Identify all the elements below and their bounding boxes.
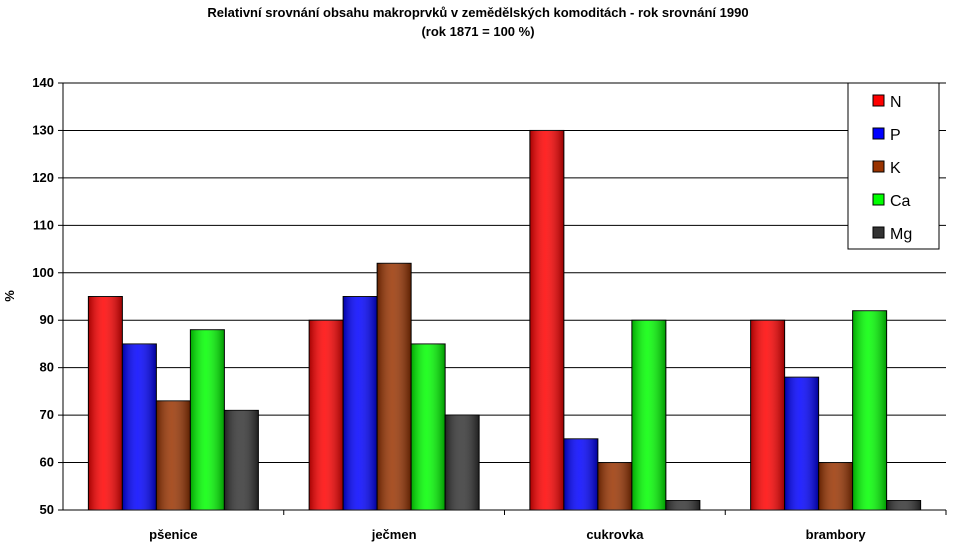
bar-shading: [122, 343, 157, 510]
legend-label-mg: Mg: [890, 226, 912, 243]
y-tick-label: 60: [40, 455, 54, 470]
x-tick-label: pšenice: [149, 527, 197, 542]
legend: NPK Ca Mg: [847, 82, 940, 250]
bar-shading: [343, 296, 378, 510]
bar-shading: [190, 329, 225, 510]
bar-shading: [818, 462, 853, 510]
chart-subtitle: (rok 1871 = 100 %): [421, 24, 535, 39]
y-tick-label: 90: [40, 312, 54, 327]
y-axis-label: %: [2, 290, 17, 302]
bar-shading: [665, 500, 700, 510]
legend-label-ca: Ca: [890, 193, 911, 210]
axis-labels: 50 60 70 80 90 100 110 120 130 140 pšenice ječmen cu…: [32, 75, 866, 542]
legend-swatch-p: [872, 127, 885, 140]
y-tick-label: 110: [33, 217, 54, 232]
legend-swatch-ca: [872, 193, 885, 206]
x-tick-label: ječmen: [371, 527, 417, 542]
y-tick-label: 120: [32, 170, 54, 185]
y-tick-label: 140: [32, 75, 54, 90]
y-tick-label: 100: [32, 265, 54, 280]
bars: [87, 129, 922, 511]
legend-label-n: N: [890, 94, 902, 111]
legend-box: [847, 82, 940, 250]
bar-shading: [886, 500, 921, 510]
bar-shading: [597, 462, 632, 510]
legend-swatch-mg: [872, 226, 885, 239]
chart-title: Relativní srovnání obsahu makroprvků v z…: [207, 5, 749, 20]
bar-shading: [852, 310, 887, 510]
x-tick-label: brambory: [806, 527, 867, 542]
bar-shading: [750, 320, 785, 510]
legend-label-p: P: [890, 127, 901, 144]
legend-label-k: K: [890, 160, 901, 177]
bar-shading: [563, 438, 598, 510]
bar-shading: [377, 263, 412, 510]
bar-shading: [529, 130, 564, 510]
y-tick-label: 70: [40, 407, 54, 422]
y-tick-label: 50: [40, 502, 54, 517]
y-tick-label: 80: [40, 360, 54, 375]
x-tick-label: cukrovka: [586, 527, 644, 542]
bar-shading: [156, 400, 191, 510]
bar-shading: [224, 410, 259, 510]
y-tick-label: 130: [32, 122, 54, 137]
bar-shading: [309, 320, 344, 510]
bar-shading: [445, 415, 480, 510]
legend-swatch-k: [872, 160, 885, 173]
bar-shading: [411, 343, 446, 510]
bar-shading: [784, 377, 819, 510]
bar-shading: [631, 320, 666, 510]
legend-swatch-n: [872, 94, 885, 107]
bar-shading: [88, 296, 123, 510]
